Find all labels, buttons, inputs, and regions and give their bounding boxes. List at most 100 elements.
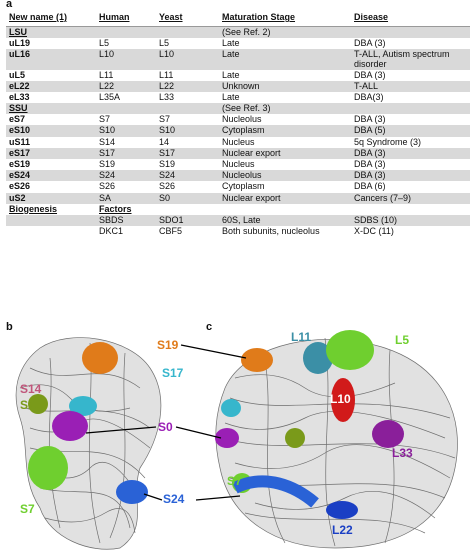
table-row: uS11 S14 14 Nucleus 5q Syndrome (3): [6, 137, 470, 148]
label-l5-c: L5: [395, 333, 410, 347]
label-s0-b: S0: [158, 420, 173, 434]
label-s26-b: S26: [20, 398, 42, 412]
table-cell: S17: [156, 147, 219, 160]
table-cell: [6, 214, 96, 227]
table-row: uL19 L5 L5 Late DBA (3): [6, 38, 470, 49]
table-cell: SDBS (10): [351, 214, 470, 227]
table-cell: [156, 103, 219, 115]
table-cell: L22: [156, 80, 219, 92]
table-cell: Nucleus: [222, 159, 255, 170]
table-cell: DBA (6): [354, 181, 386, 192]
table-row: uL16 L10 L10 Late T-ALL, Autism spectrum dis…: [6, 49, 470, 70]
s19-blob-c: [241, 348, 273, 372]
table-row: uS2 SA S0 Nuclear export Cancers (7–9): [6, 192, 470, 204]
table-cell: L11: [99, 69, 114, 80]
ssu-structure-image: [15, 337, 162, 550]
header-cell: Disease: [354, 12, 389, 22]
table-cell: Nucleolus: [219, 170, 351, 182]
l33-blob: [372, 420, 404, 448]
table-cell: S10: [156, 125, 219, 137]
table-row: DKC1 CBF5 Both subunits, nucleolus X-DC (11…: [6, 226, 470, 237]
table-cell: S24: [96, 170, 156, 182]
label-s17-b: S17: [162, 366, 184, 380]
s7-blob: [28, 446, 68, 490]
table-cell: Both subunits, nucleolus: [222, 226, 320, 237]
table-cell: uL5: [9, 69, 26, 80]
table-cell: [96, 103, 156, 115]
s0-blob: [52, 411, 88, 441]
table-cell: (See Ref. 3): [219, 103, 351, 115]
table-cell: eL22: [6, 80, 96, 92]
table-cell: uS11: [9, 136, 31, 147]
table-cell: Nucleus: [222, 136, 255, 147]
table-row: eS26 S26 S26 Cytoplasm DBA (6): [6, 181, 470, 192]
s17-blob-c: [221, 399, 241, 417]
table-cell: [219, 204, 351, 215]
table-cell: L11: [159, 69, 174, 80]
protein-table: New name (1) Human Yeast Maturation Stage Di…: [6, 10, 470, 237]
s26-blob-c: [285, 428, 305, 448]
header-cell: Human: [99, 12, 130, 22]
table-cell: S7: [159, 114, 171, 125]
table-cell: Nucleolus: [222, 114, 262, 125]
table-cell: Late: [222, 38, 240, 49]
table-cell: Nuclear export: [219, 192, 351, 204]
section-row: SSU (See Ref. 3): [6, 103, 470, 115]
table-cell: uL19: [9, 38, 31, 49]
table-cell: [351, 204, 470, 215]
table-cell: eS17: [6, 147, 96, 160]
section-row: LSU (See Ref. 2): [6, 26, 470, 39]
table-cell: T-ALL: [351, 80, 470, 92]
table-cell: S10: [96, 125, 156, 137]
table-cell: eS10: [6, 125, 96, 137]
table-row: eS19 S19 S19 Nucleus DBA (3): [6, 159, 470, 170]
table-cell: S26: [99, 181, 116, 192]
table-cell: S17: [96, 147, 156, 160]
table-cell: eS19: [9, 159, 31, 170]
table-cell: Cancers (7–9): [351, 192, 470, 204]
panel-label-a: a: [6, 0, 13, 10]
table-cell: uS2: [6, 192, 96, 204]
s17-blob: [69, 396, 97, 416]
table-cell: (See Ref. 2): [219, 26, 351, 39]
s24-blob: [116, 480, 148, 504]
label-s14-b: S14: [20, 382, 42, 396]
l10-blob: [331, 378, 355, 422]
table-cell: [156, 26, 219, 39]
table-row: uL5 L11 L11 Late DBA (3): [6, 70, 470, 81]
panel-label-c: c: [206, 321, 213, 333]
table-cell: DBA (3): [351, 170, 470, 182]
l5-blob: [326, 330, 374, 370]
table-cell: Biogenesis: [9, 203, 58, 214]
panel-label-b: b: [6, 321, 13, 333]
table-cell: DKC1: [99, 226, 124, 237]
table-row: eL22 L22 L22 Unknown T-ALL: [6, 80, 470, 92]
table-cell: S19: [99, 159, 116, 170]
table-cell: [156, 204, 219, 215]
table-cell: Late: [222, 69, 240, 80]
label-s7-b: S7: [20, 502, 35, 516]
table-header-row: New name (1) Human Yeast Maturation Stage Di…: [6, 10, 470, 27]
label-l10-c: L10: [330, 392, 351, 406]
table-cell: DBA(3): [354, 91, 384, 102]
connector-lines: [85, 344, 247, 501]
table-cell: L10: [96, 49, 156, 70]
label-l11-c: L11: [291, 330, 312, 344]
table-cell: Cytoplasm: [222, 181, 265, 192]
table-cell: [351, 103, 470, 115]
label-s19-b: S19: [157, 338, 179, 352]
table-cell: Unknown: [219, 80, 351, 92]
table-cell: eS24: [6, 170, 96, 182]
table-cell: T-ALL, Autism spectrum disorder: [351, 49, 470, 70]
table-cell: L22: [96, 80, 156, 92]
table-cell: LSU: [6, 26, 96, 39]
header-cell: Maturation Stage: [222, 12, 296, 22]
table-cell: eS7: [9, 114, 26, 125]
label-l22-c: L22: [332, 523, 353, 537]
table-cell: L5: [159, 38, 170, 49]
table-row: eS17 S17 S17 Nuclear export DBA (3): [6, 147, 470, 160]
s0-blob-c: [215, 428, 239, 448]
table-cell: eS26: [9, 181, 31, 192]
table-cell: uL16: [6, 49, 96, 70]
table-cell: L33: [159, 91, 175, 102]
